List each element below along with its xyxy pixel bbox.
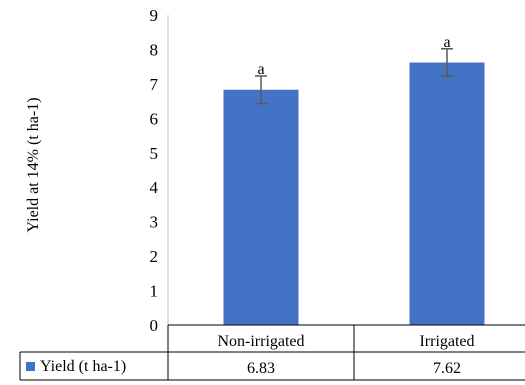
table-value: 7.62 (433, 360, 461, 377)
bar (223, 89, 299, 325)
y-tick-label: 5 (150, 144, 159, 163)
data-table: Yield (t ha-1) Non-irrigated Irrigated 6.… (19, 324, 525, 381)
y-tick-label: 3 (150, 213, 159, 232)
y-tick-label: 0 (150, 316, 159, 335)
y-tick-label: 4 (150, 178, 159, 197)
y-axis-label: Yield at 14% (t ha-1) (25, 97, 42, 232)
y-tick-label: 6 (150, 109, 159, 128)
y-tick-label: 8 (150, 40, 159, 59)
category-labels: Non-irrigated Irrigated (217, 333, 474, 350)
y-axis-ticks: 0 1 2 3 4 5 6 7 8 9 (150, 6, 159, 335)
bar (409, 62, 485, 326)
y-tick-label: 9 (150, 6, 159, 25)
table-value: 6.83 (247, 360, 275, 377)
category-label: Irrigated (419, 333, 474, 350)
legend-swatch (26, 362, 35, 371)
legend-label: Yield (t ha-1) (40, 358, 126, 375)
y-tick-label: 2 (150, 247, 159, 266)
significance-letter: a (443, 34, 450, 51)
table-values: 6.83 7.62 (247, 360, 461, 377)
bars: aa (223, 34, 485, 326)
category-label: Non-irrigated (217, 333, 304, 350)
significance-letter: a (257, 61, 264, 78)
y-tick-label: 7 (150, 75, 159, 94)
y-tick-label: 1 (150, 282, 159, 301)
